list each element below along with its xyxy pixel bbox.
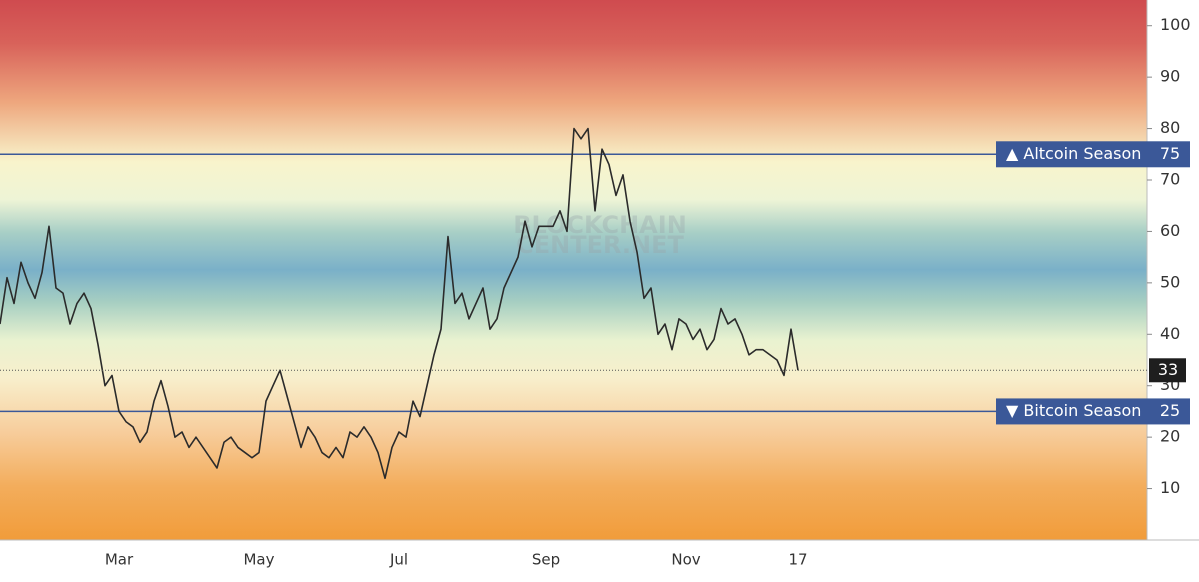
watermark: BLOCKCHAIN [513, 211, 687, 239]
reference-label: ▲ Altcoin Season [1006, 144, 1141, 163]
reference-value: 25 [1160, 401, 1180, 420]
x-tick-label: Mar [105, 551, 134, 569]
last-value-label: 33 [1158, 360, 1178, 379]
y-tick-label: 50 [1160, 272, 1180, 291]
reference-value: 75 [1160, 144, 1180, 163]
x-tick-label: Nov [671, 551, 700, 569]
y-tick-label: 70 [1160, 170, 1180, 189]
series-line [0, 127, 799, 480]
x-tick-label: Sep [532, 551, 560, 569]
reference-label-box [996, 141, 1190, 168]
x-tick-label: 17 [788, 551, 807, 569]
reference-label: ▼ Bitcoin Season [1006, 401, 1141, 420]
y-tick-label: 20 [1160, 427, 1180, 446]
y-tick-label: 10 [1160, 478, 1180, 497]
y-tick-label: 40 [1160, 324, 1180, 343]
x-tick-label: Jul [389, 551, 408, 569]
last-value-box [1149, 358, 1186, 383]
y-tick-label: 60 [1160, 221, 1180, 240]
plot-background [0, 0, 1147, 540]
x-tick-label: May [243, 551, 274, 569]
watermark: CENTER.NET [516, 231, 684, 259]
y-tick-label: 90 [1160, 67, 1180, 86]
y-tick-label: 100 [1160, 15, 1191, 34]
y-tick-label: 80 [1160, 118, 1180, 137]
reference-label-box [996, 398, 1190, 425]
